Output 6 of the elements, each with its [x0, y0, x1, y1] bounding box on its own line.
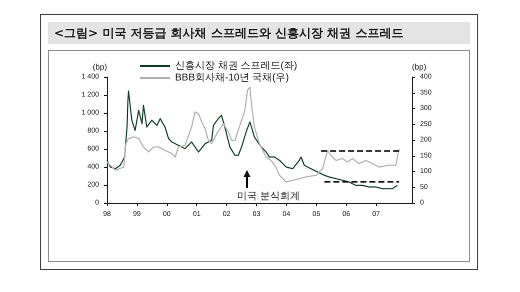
chart-title: <그림> 미국 저등급 회사채 스프레드와 신흥시장 채권 스프레드 [48, 22, 470, 44]
y2-axis-title: (bp) [412, 62, 427, 72]
y-axis-title: (bp) [92, 62, 108, 72]
legend-label: BBB회사채-10년 국채(우) [175, 72, 289, 84]
legend-label: 신흥시장 채권 스프레드(좌) [175, 60, 298, 72]
annotation: 미국 분식회계 [237, 190, 300, 203]
